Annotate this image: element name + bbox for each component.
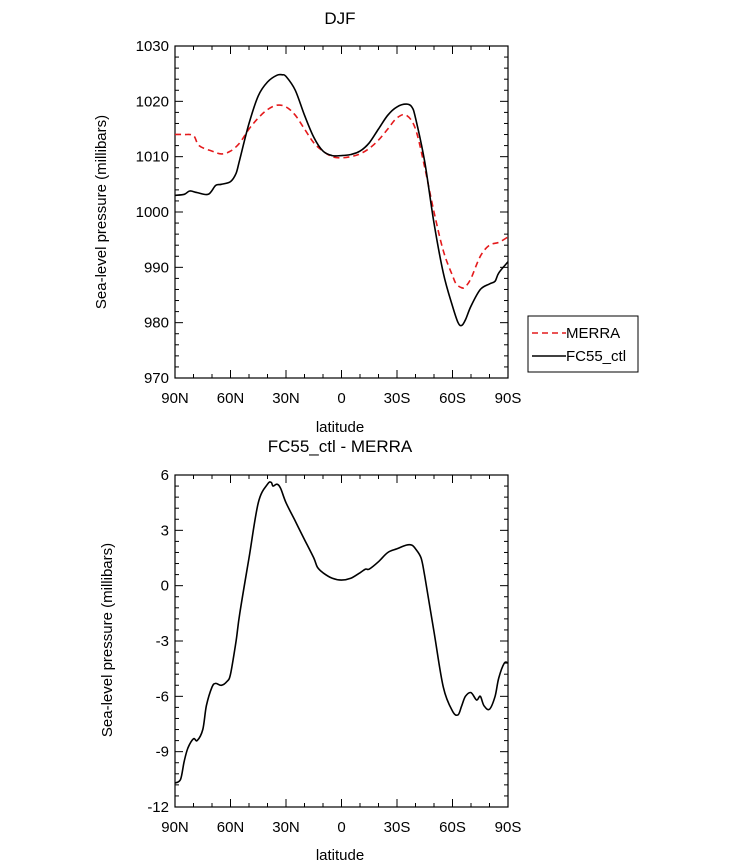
y-tick-label: -9 bbox=[156, 744, 169, 761]
legend-box bbox=[527, 315, 639, 373]
chart-title: DJF bbox=[324, 9, 355, 28]
y-tick-label: 970 bbox=[144, 370, 169, 387]
series-line-merra bbox=[174, 104, 509, 289]
x-tick-label: 90N bbox=[161, 819, 189, 836]
y-tick-label: 1000 bbox=[136, 204, 169, 221]
plot-area: 90N 60N 30N 0 30S 60S 90S -12 -9 -6 -3 0 3 6 bbox=[147, 467, 521, 836]
x-tick-label: 60S bbox=[439, 819, 466, 836]
x-tick-label: 60N bbox=[217, 819, 245, 836]
x-tick-label: 30S bbox=[384, 390, 411, 407]
y-axis-label: Sea-level pressure (millibars) bbox=[93, 115, 110, 309]
x-tick-label: 90S bbox=[495, 390, 522, 407]
plot-frame bbox=[174, 474, 509, 808]
x-tick-label: 30S bbox=[384, 819, 411, 836]
x-tick-label: 0 bbox=[337, 390, 345, 407]
chart-title: FC55_ctl - MERRA bbox=[268, 437, 413, 456]
chart-difference: FC55_ctl - MERRA latitude Sea-level pres… bbox=[99, 437, 521, 864]
x-tick-label: 60S bbox=[439, 390, 466, 407]
x-tick-label: 60N bbox=[217, 390, 245, 407]
legend-label-fc55: FC55_ctl bbox=[566, 348, 626, 365]
x-tick-label: 90S bbox=[495, 819, 522, 836]
y-tick-label: 1010 bbox=[136, 149, 169, 166]
x-tick-label: 30N bbox=[272, 390, 300, 407]
x-axis-label: latitude bbox=[316, 419, 364, 436]
y-tick-label: 3 bbox=[161, 522, 169, 539]
series-line-fc55-ctl bbox=[174, 73, 509, 327]
y-tick-label: 6 bbox=[161, 467, 169, 484]
x-tick-label: 0 bbox=[337, 819, 345, 836]
y-tick-label: 1020 bbox=[136, 93, 169, 110]
plot-frame bbox=[174, 45, 509, 379]
series-line-difference bbox=[174, 481, 509, 784]
y-tick-label: -3 bbox=[156, 633, 169, 650]
y-tick-label: -12 bbox=[147, 799, 169, 816]
legend: MERRA FC55_ctl bbox=[527, 315, 639, 373]
x-tick-label: 90N bbox=[161, 390, 189, 407]
y-tick-label: -6 bbox=[156, 688, 169, 705]
y-tick-label: 990 bbox=[144, 259, 169, 276]
chart-djf: DJF latitude Sea-level pressure (milliba… bbox=[93, 9, 639, 436]
plot-area: 90N 60N 30N 0 30S 60S 90S 970 980 990 1000 1010 1020… bbox=[136, 38, 522, 407]
y-tick-label: 980 bbox=[144, 315, 169, 332]
x-axis-label: latitude bbox=[316, 847, 364, 864]
y-tick-label: 1030 bbox=[136, 38, 169, 55]
y-tick-label: 0 bbox=[161, 578, 169, 595]
x-tick-label: 30N bbox=[272, 819, 300, 836]
y-axis-label: Sea-level pressure (millibars) bbox=[99, 543, 116, 737]
legend-label-merra: MERRA bbox=[566, 325, 620, 342]
